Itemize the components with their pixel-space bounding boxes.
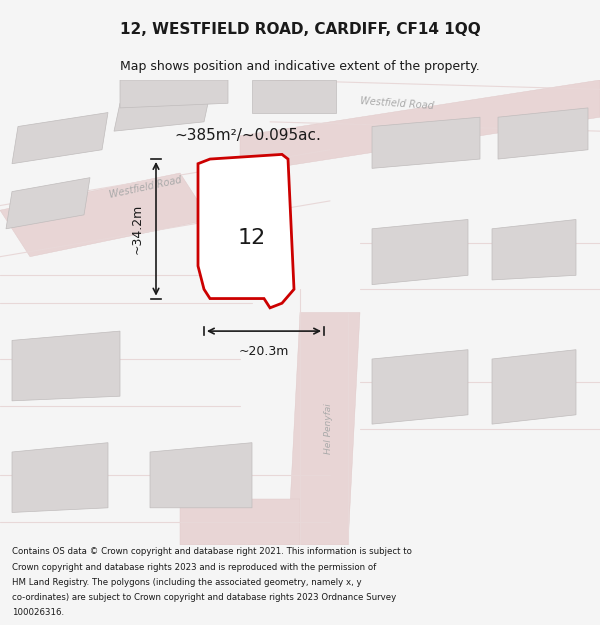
Polygon shape: [240, 80, 600, 173]
Text: Contains OS data © Crown copyright and database right 2021. This information is : Contains OS data © Crown copyright and d…: [12, 548, 412, 556]
Text: Crown copyright and database rights 2023 and is reproduced with the permission o: Crown copyright and database rights 2023…: [12, 562, 376, 572]
Polygon shape: [198, 154, 294, 308]
Polygon shape: [498, 108, 588, 159]
Polygon shape: [12, 331, 120, 401]
Polygon shape: [492, 219, 576, 280]
Text: Westfield Road: Westfield Road: [360, 96, 434, 111]
Polygon shape: [492, 350, 576, 424]
Polygon shape: [114, 94, 210, 131]
Text: HM Land Registry. The polygons (including the associated geometry, namely x, y: HM Land Registry. The polygons (includin…: [12, 578, 362, 587]
Text: ~34.2m: ~34.2m: [131, 204, 144, 254]
Polygon shape: [252, 80, 336, 112]
Text: ~385m²/~0.095ac.: ~385m²/~0.095ac.: [174, 128, 321, 143]
Polygon shape: [372, 219, 468, 284]
Polygon shape: [150, 442, 252, 508]
Polygon shape: [372, 350, 468, 424]
Text: 12: 12: [238, 228, 266, 248]
Polygon shape: [12, 112, 108, 164]
Polygon shape: [12, 442, 108, 512]
Text: Westfield Road: Westfield Road: [108, 174, 182, 199]
Text: 12, WESTFIELD ROAD, CARDIFF, CF14 1QQ: 12, WESTFIELD ROAD, CARDIFF, CF14 1QQ: [119, 22, 481, 38]
Polygon shape: [120, 80, 228, 108]
Polygon shape: [0, 173, 210, 257]
Text: co-ordinates) are subject to Crown copyright and database rights 2023 Ordnance S: co-ordinates) are subject to Crown copyr…: [12, 593, 396, 602]
Text: 100026316.: 100026316.: [12, 608, 64, 618]
Polygon shape: [288, 312, 360, 545]
Text: ~20.3m: ~20.3m: [239, 345, 289, 358]
Text: Hel Penyfai: Hel Penyfai: [324, 403, 333, 454]
Text: Map shows position and indicative extent of the property.: Map shows position and indicative extent…: [120, 60, 480, 73]
Polygon shape: [6, 177, 90, 229]
Polygon shape: [216, 177, 276, 271]
Polygon shape: [372, 118, 480, 168]
Polygon shape: [180, 499, 300, 545]
